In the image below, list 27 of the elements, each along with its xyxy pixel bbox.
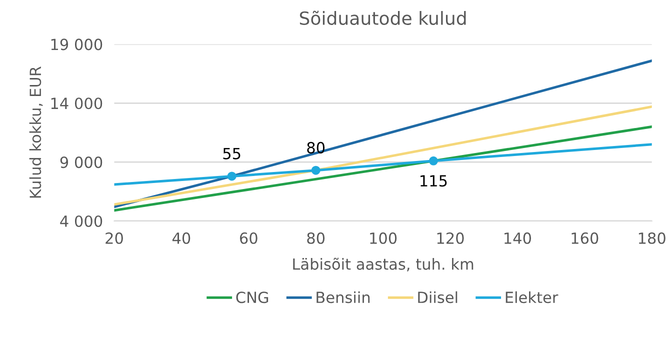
legend-label: Bensiin: [316, 291, 370, 304]
y-tick-label: 19 000: [51, 38, 102, 50]
x-tick-label: 140: [504, 232, 532, 244]
legend-label: CNG: [236, 292, 268, 304]
line-series: [114, 143, 652, 186]
annotation: 55: [223, 148, 240, 160]
y-tick-label: 4 000: [60, 215, 102, 228]
chart-title: Sõiduautode kulud: [300, 10, 466, 26]
y-tick-label: 14 000: [51, 98, 102, 110]
point: [227, 172, 236, 181]
y-tick-label: 9 000: [60, 156, 102, 168]
x-tick-label: 180: [638, 232, 666, 244]
x-tick-label: 120: [437, 232, 464, 244]
x-tick-label: 40: [172, 232, 190, 244]
legend-label: Elekter: [506, 291, 558, 304]
annotation: 80: [307, 142, 325, 154]
x-tick-label: 100: [370, 232, 397, 244]
x-axis-title: Läbisõit aastas, tuh. km: [293, 258, 474, 272]
legend-label: Diisel: [418, 291, 458, 304]
y-axis-title: Kulud kokku, EUR: [29, 66, 43, 198]
annotation: 115: [420, 175, 447, 187]
point: [428, 156, 438, 166]
x-tick-label: 20: [106, 232, 123, 244]
x-tick-label: 80: [307, 232, 325, 244]
x-tick-label: 60: [240, 232, 258, 244]
point: [311, 166, 320, 175]
x-tick-label: 160: [572, 232, 598, 244]
